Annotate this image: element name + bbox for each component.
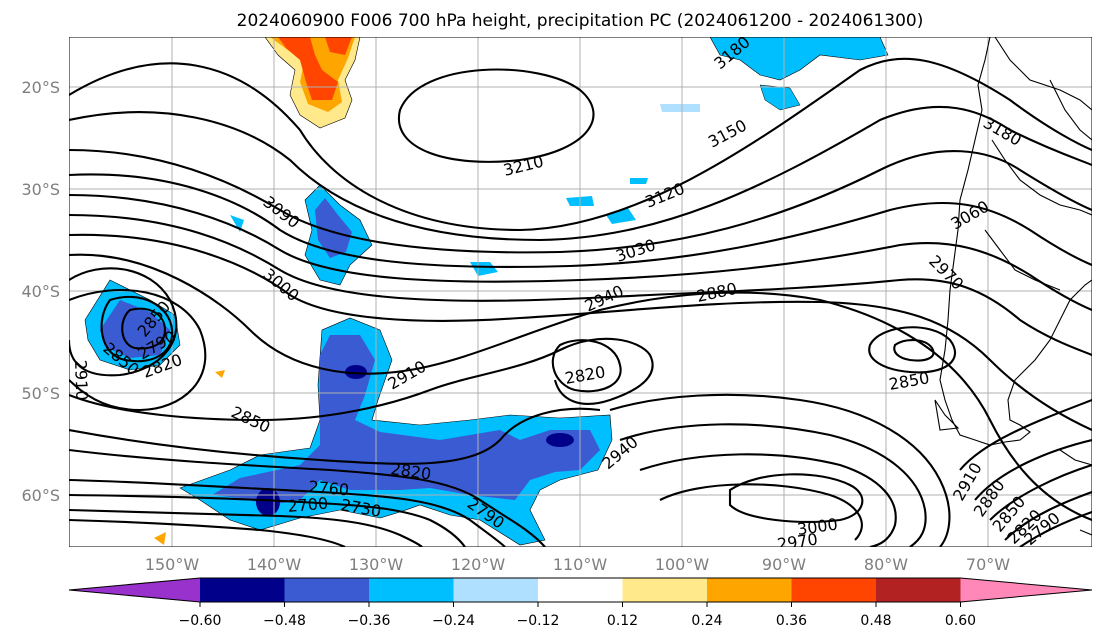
lon-label: 130°W [349,555,404,574]
colorbar-tick-label: 0.48 [860,613,891,629]
latitude-labels: 20°S 30°S 40°S 50°S 60°S [21,78,60,505]
lat-label: 30°S [21,180,60,199]
map-title: 2024060900 F006 700 hPa height, precipit… [237,11,924,31]
colorbar-tick-label: 0.36 [776,613,807,629]
lon-label: 70°W [966,555,1010,574]
lon-label: 140°W [247,555,302,574]
colorbar-tick-label: 0.12 [607,613,638,629]
lat-label: 60°S [21,486,60,505]
colorbar-segment [453,578,538,602]
graticule [69,37,1092,547]
contour-label: 2910 [71,359,91,400]
lat-label: 40°S [21,282,60,301]
colorbar-segment [707,578,792,602]
colorbar: −0.60 −0.48 −0.36 −0.24 −0.12 0.12 0.24 … [68,577,1093,629]
colorbar-segment [622,578,707,602]
colorbar-ticks [199,602,961,607]
lat-label: 50°S [21,384,60,403]
precip-positive-shading [154,37,361,545]
colorbar-tick-label: 0.24 [691,613,722,629]
colorbar-tick-label: −0.24 [432,613,475,629]
contour-label: 2970 [776,529,819,553]
colorbar-tick-label: −0.36 [348,613,391,629]
lon-label: 110°W [553,555,608,574]
lon-label: 120°W [451,555,506,574]
colorbar-tick-label: 0.60 [945,613,976,629]
coastline-south-america [934,37,1092,536]
lon-label: 90°W [762,555,806,574]
colorbar-extend-high [960,578,1092,602]
colorbar-extend-low [69,578,200,602]
colorbar-tick-label: −0.12 [517,613,560,629]
colorbar-tick-label: −0.60 [179,613,222,629]
colorbar-segment [284,578,369,602]
longitude-labels: 150°W 140°W 130°W 120°W 110°W 100°W 90°W… [145,555,1010,574]
lon-label: 150°W [145,555,200,574]
contour-label: 2700 [287,494,329,516]
contour-label: 2760 [308,477,350,499]
map-plot-area: 3180 3210 3150 3120 3090 3060 3030 3000 … [69,37,1092,553]
colorbar-tick-label: −0.48 [263,613,306,629]
colorbar-segment [369,578,454,602]
height-contours [69,57,1092,547]
colorbar-segment [200,578,285,602]
colorbar-segment [791,578,876,602]
lon-label: 100°W [655,555,710,574]
colorbar-segment [538,578,623,602]
lon-label: 80°W [864,555,908,574]
colorbar-segment [876,578,961,602]
lat-label: 20°S [21,78,60,97]
